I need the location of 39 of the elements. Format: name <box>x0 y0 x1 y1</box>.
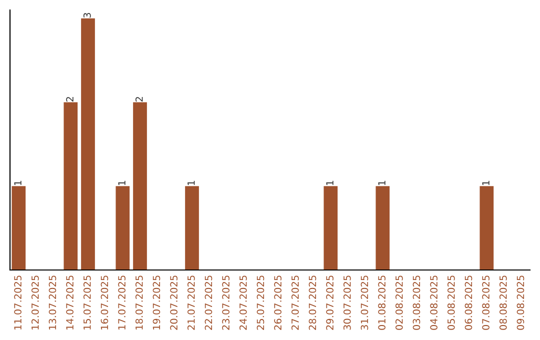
data-label: 1 <box>14 180 22 186</box>
data-label: 1 <box>326 180 334 186</box>
x-tick-label: 22.07.2025 <box>204 276 212 330</box>
data-label: 3 <box>83 12 91 18</box>
x-tick-label: 17.07.2025 <box>118 276 126 330</box>
data-label: 2 <box>135 97 143 102</box>
data-label: 1 <box>188 180 195 186</box>
x-tick-label: 24.07.2025 <box>239 276 247 330</box>
x-tick-label: 11.07.2025 <box>14 276 22 330</box>
x-tick-label: 08.08.2025 <box>499 276 507 330</box>
x-tick-label: 16.07.2025 <box>100 276 108 330</box>
x-tick-label: 13.07.2025 <box>48 276 56 330</box>
x-tick-label: 06.08.2025 <box>464 276 472 330</box>
x-tick-label: 25.07.2025 <box>256 276 264 330</box>
x-tick-label: 05.08.2025 <box>447 276 455 330</box>
x-tick-label: 12.07.2025 <box>31 276 39 330</box>
x-tick-label: 03.08.2025 <box>412 276 420 330</box>
x-tick-label: 01.08.2025 <box>378 276 386 330</box>
x-tick-label: 26.07.2025 <box>274 276 282 330</box>
x-tick-label: 23.07.2025 <box>222 276 230 330</box>
x-tick-label: 20.07.2025 <box>170 276 178 330</box>
x-tick-label: 18.07.2025 <box>135 276 143 330</box>
x-tick-label: 09.08.2025 <box>516 276 524 330</box>
x-tick-label: 31.07.2025 <box>360 276 368 330</box>
data-label: 1 <box>378 180 386 186</box>
x-tick-label: 28.07.2025 <box>308 276 316 330</box>
x-tick-label: 15.07.2025 <box>83 276 91 330</box>
x-tick-label: 07.08.2025 <box>482 276 490 330</box>
x-tick-label: 02.08.2025 <box>395 276 403 330</box>
data-label: 1 <box>482 180 490 186</box>
x-tick-label: 19.07.2025 <box>152 276 160 330</box>
x-tick-label: 21.07.2025 <box>187 276 195 330</box>
x-tick-label: 29.07.2025 <box>326 276 334 330</box>
data-label: 1 <box>118 180 126 186</box>
x-tick-label: 04.08.2025 <box>430 276 438 330</box>
data-label: 2 <box>66 97 74 102</box>
x-tick-label: 30.07.2025 <box>343 276 351 330</box>
x-tick-label: 27.07.2025 <box>291 276 299 330</box>
x-tick-label: 14.07.2025 <box>66 276 74 330</box>
